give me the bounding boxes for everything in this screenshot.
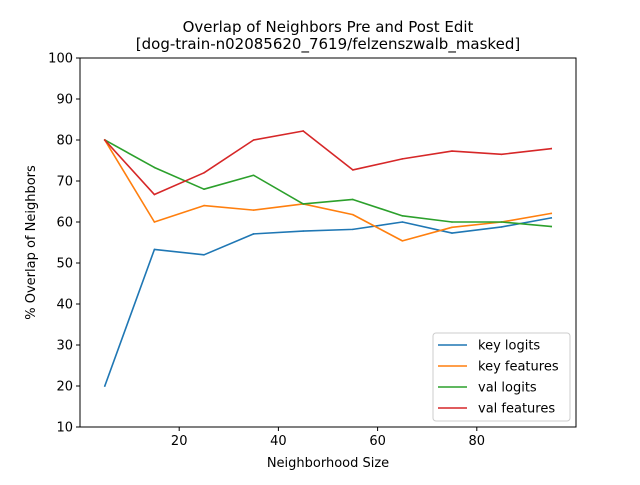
data-point xyxy=(153,193,156,196)
chart-subtitle: [dog-train-n02085620_7619/felzenszwalb_m… xyxy=(136,35,520,54)
data-point xyxy=(451,232,453,234)
data-point xyxy=(252,233,255,235)
y-axis-label: % Overlap of Neighbors xyxy=(24,165,39,320)
y-tick-label: 20 xyxy=(56,380,73,395)
y-tick-label: 90 xyxy=(56,93,73,108)
data-point xyxy=(401,158,404,160)
x-axis-ticks: 20 40 60 80 xyxy=(171,427,485,449)
data-point xyxy=(352,228,354,231)
data-point xyxy=(203,172,205,174)
data-point xyxy=(401,240,404,242)
series-line-key-features xyxy=(103,138,553,242)
data-point xyxy=(352,213,354,216)
chart-title: Overlap of Neighbors Pre and Post Edit xyxy=(183,18,474,36)
y-tick-label: 40 xyxy=(56,298,73,313)
legend-box xyxy=(432,332,571,422)
data-point xyxy=(401,221,404,223)
series-line-key-logits xyxy=(103,216,553,388)
y-tick-label: 70 xyxy=(56,175,73,190)
x-axis-label: Neighborhood Size xyxy=(267,456,389,471)
y-tick-label: 50 xyxy=(56,257,73,272)
legend-label: key features xyxy=(478,360,559,375)
legend-label: val features xyxy=(478,402,555,417)
y-tick-label: 60 xyxy=(56,216,73,231)
y-tick-label: 10 xyxy=(56,421,73,436)
data-point xyxy=(252,139,255,141)
data-point xyxy=(153,221,156,223)
data-point xyxy=(500,221,503,223)
x-tick-label: 20 xyxy=(171,434,188,449)
plot-frame xyxy=(79,57,577,428)
series-line-val-features xyxy=(103,130,553,196)
data-point xyxy=(302,203,305,205)
y-axis-ticks: 10 20 30 40 50 60 70 80 90 100 xyxy=(48,52,80,436)
data-point xyxy=(153,166,156,169)
data-point xyxy=(352,198,354,201)
data-point xyxy=(550,212,552,215)
y-tick-label: 30 xyxy=(56,339,73,354)
data-point xyxy=(451,150,453,152)
data-point xyxy=(153,248,156,251)
series-line-val-logits xyxy=(103,138,553,228)
data-point xyxy=(203,254,205,256)
data-point xyxy=(104,385,106,387)
legend: key logits key features val logits val feat… xyxy=(432,332,571,422)
data-point xyxy=(500,153,503,156)
y-tick-label: 80 xyxy=(56,134,73,149)
data-point xyxy=(550,225,552,228)
series-lines xyxy=(103,130,553,388)
data-point xyxy=(352,169,354,171)
x-tick-label: 80 xyxy=(469,434,486,449)
data-point xyxy=(104,139,106,141)
x-tick-label: 40 xyxy=(270,434,287,449)
legend-label: key logits xyxy=(478,339,540,354)
legend-label: val logits xyxy=(478,381,537,396)
data-point xyxy=(252,209,255,211)
data-point xyxy=(203,204,205,207)
data-point xyxy=(203,188,205,190)
data-point xyxy=(252,174,255,177)
data-point xyxy=(302,230,305,232)
data-point xyxy=(401,215,404,217)
data-point xyxy=(550,147,552,150)
x-tick-label: 60 xyxy=(369,434,386,449)
data-point xyxy=(500,226,503,228)
data-point xyxy=(550,217,552,219)
data-point xyxy=(302,130,305,132)
y-tick-label: 100 xyxy=(48,52,73,67)
data-point xyxy=(451,226,453,229)
data-point xyxy=(451,221,453,223)
